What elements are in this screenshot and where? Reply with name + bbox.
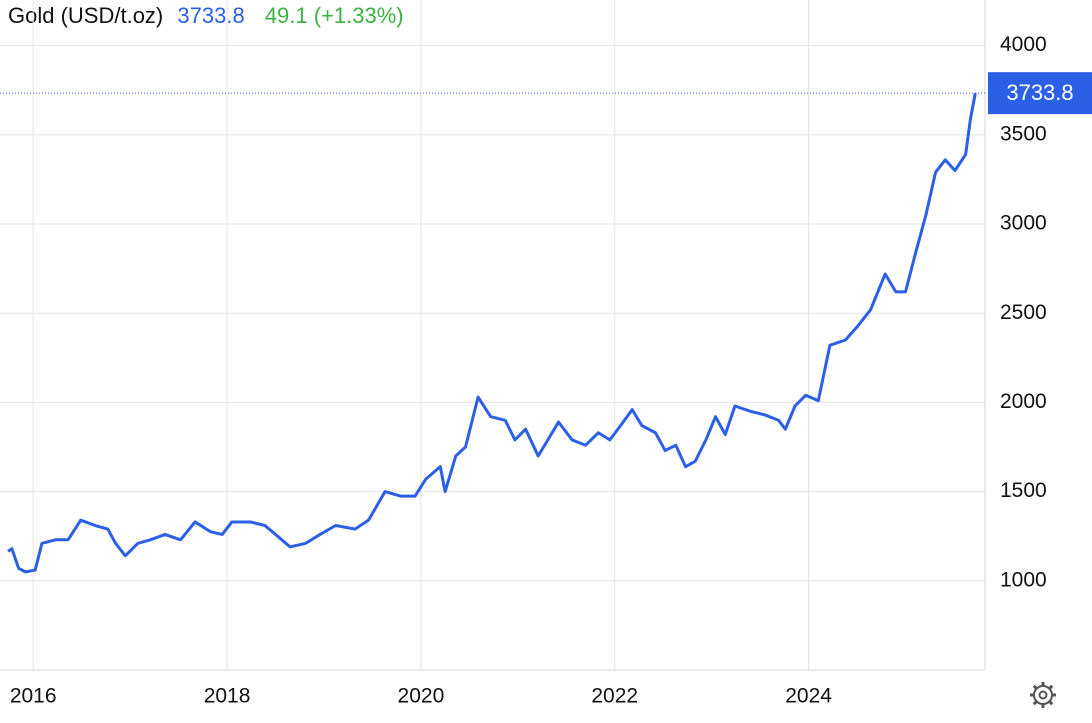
x-tick-label: 2020 [398, 685, 445, 708]
y-tick-label: 4000 [1000, 33, 1047, 56]
header: Gold (USD/t.oz) 3733.8 49.1 (+1.33%) [8, 3, 404, 28]
last-price-tag [988, 72, 1092, 115]
chart-title: Gold (USD/t.oz) [8, 3, 163, 28]
price: 3733.8 [177, 3, 244, 28]
settings-teeth[interactable] [1030, 682, 1056, 708]
settings-gear-hub[interactable] [1038, 690, 1048, 700]
y-tick-label: 3000 [1000, 212, 1047, 235]
grid [0, 0, 985, 670]
price-line [7, 92, 977, 574]
x-tick-label: 2022 [591, 685, 638, 708]
y-tick-label: 2000 [1000, 390, 1047, 413]
x-tick-label: 2016 [10, 685, 57, 708]
last-price-label: 3733.8 [1006, 80, 1073, 105]
x-tick-label: 2024 [785, 685, 832, 708]
y-tick-label: 1500 [1000, 479, 1047, 502]
settings-icon[interactable] [1030, 682, 1056, 708]
y-tick-label: 2500 [1000, 301, 1047, 324]
x-tick-label: 2018 [204, 685, 251, 708]
y-tick-label: 3500 [1000, 122, 1047, 145]
change: 49.1 (+1.33%) [265, 3, 404, 28]
settings-gear[interactable] [1033, 685, 1053, 705]
y-tick-label: 1000 [1000, 568, 1047, 591]
